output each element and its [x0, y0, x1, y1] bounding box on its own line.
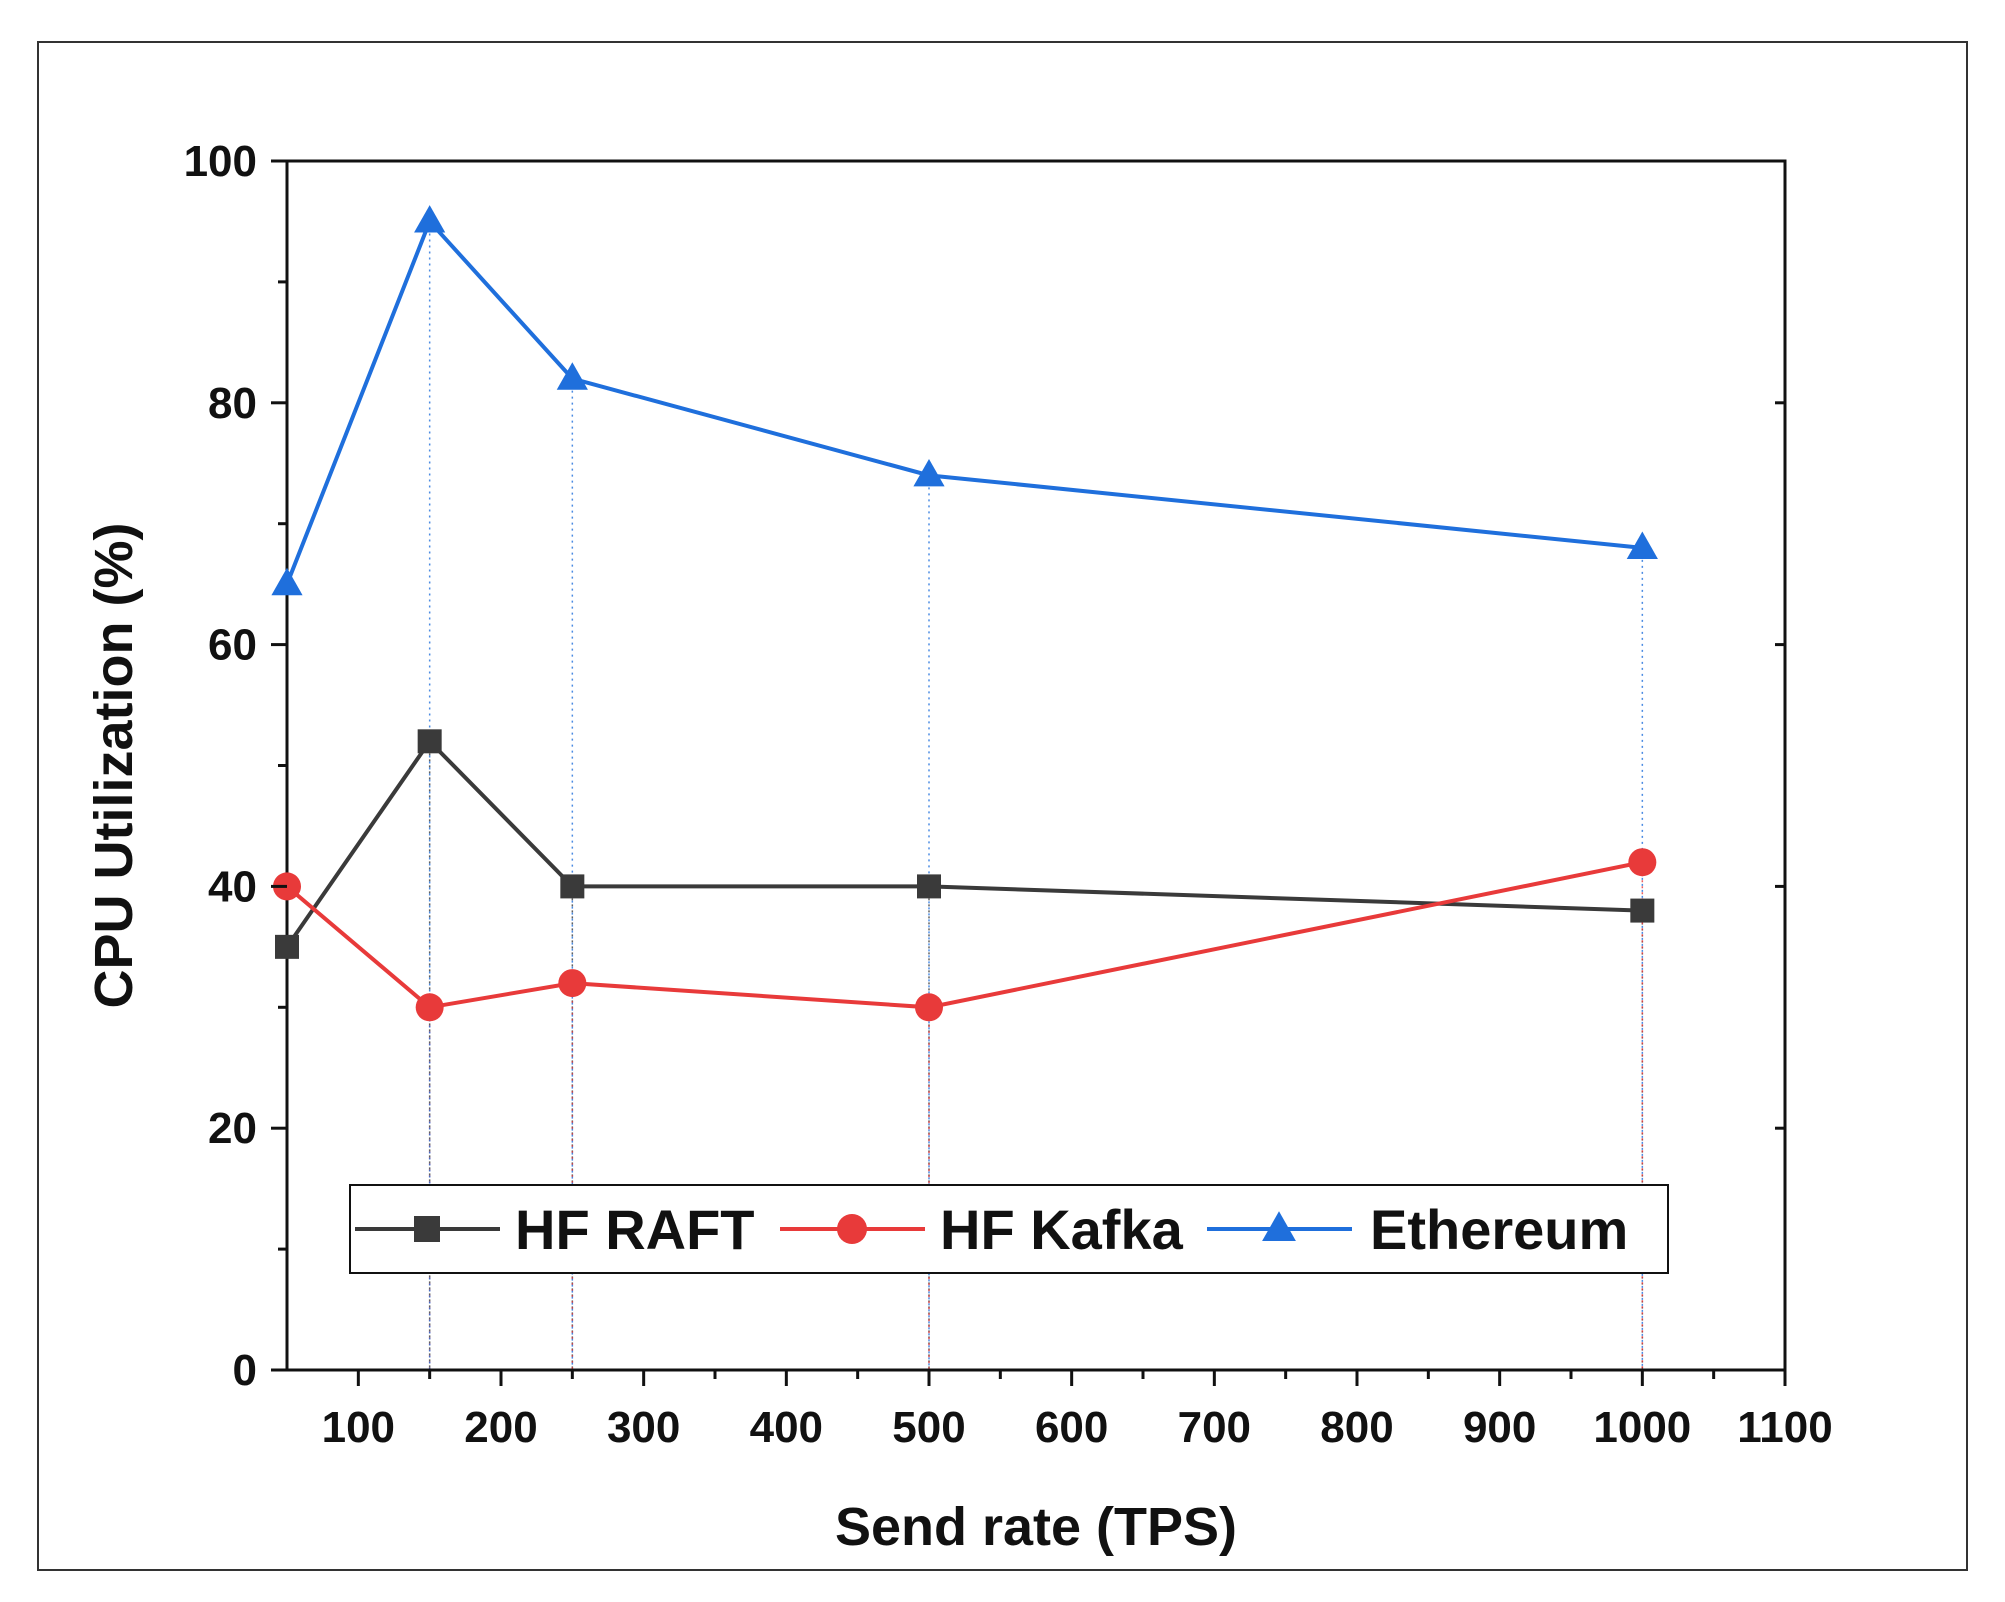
x-tick-label: 400	[750, 1403, 823, 1452]
y-axis-ticks: 0 20 40 60 80 100	[184, 137, 1785, 1395]
circle-marker	[837, 1214, 867, 1244]
series-layer	[271, 205, 1658, 1022]
y-tick-label: 20	[208, 1104, 257, 1153]
square-marker	[1630, 898, 1655, 923]
series-line	[285, 217, 1643, 585]
square-marker	[414, 1216, 440, 1242]
circle-marker	[415, 993, 444, 1022]
y-tick-label: 100	[184, 137, 257, 186]
x-tick-label: 700	[1178, 1403, 1251, 1452]
x-tick-label: 1000	[1593, 1403, 1691, 1452]
legend-box	[349, 1184, 1669, 1274]
x-axis-ticks: 100 200 300 400 500 600 700 800 900 1000 1100	[322, 1370, 1833, 1452]
x-tick-label: 800	[1320, 1403, 1393, 1452]
legend: HF RAFT HF Kafka Ethereum	[349, 1184, 1669, 1274]
y-axis-title: CPU Utilization (%)	[84, 523, 144, 1009]
legend-entry-ethereum: Ethereum	[1207, 1198, 1628, 1261]
circle-marker	[915, 993, 943, 1022]
legend-label: HF Kafka	[940, 1198, 1184, 1261]
legend-label: HF RAFT	[515, 1198, 755, 1261]
x-tick-label: 600	[1035, 1403, 1108, 1452]
square-marker	[917, 874, 941, 899]
y-tick-label: 40	[208, 862, 257, 911]
chart-frame	[37, 41, 1968, 1571]
triangle-marker	[1626, 531, 1658, 559]
circle-marker	[1628, 848, 1657, 877]
x-tick-label: 100	[322, 1403, 395, 1452]
triangle-marker	[1262, 1211, 1296, 1242]
series-hf-kafka	[273, 848, 1657, 1022]
square-marker	[560, 874, 585, 899]
x-tick-label: 500	[892, 1403, 965, 1452]
legend-entry-hf-raft: HF RAFT	[355, 1198, 755, 1261]
legend-label: Ethereum	[1370, 1198, 1628, 1261]
y-tick-label: 60	[208, 621, 257, 670]
square-marker	[417, 729, 442, 754]
triangle-marker	[414, 205, 446, 233]
legend-entry-hf-kafka: HF Kafka	[780, 1198, 1184, 1261]
x-axis-title: Send rate (TPS)	[835, 1497, 1237, 1557]
x-tick-label: 1100	[1737, 1403, 1832, 1452]
circle-marker	[558, 969, 587, 998]
y-tick-label: 80	[208, 379, 257, 428]
square-marker	[275, 934, 299, 959]
y-tick-label: 0	[233, 1346, 257, 1395]
series-hf-raft	[275, 729, 1655, 959]
triangle-marker	[271, 567, 303, 596]
series-line	[285, 860, 1643, 1010]
triangle-marker	[556, 362, 588, 390]
series-line	[285, 738, 1643, 948]
triangle-marker	[913, 458, 945, 487]
series-ethereum	[271, 205, 1658, 596]
x-tick-label: 900	[1463, 1403, 1536, 1452]
x-tick-label: 200	[464, 1403, 537, 1452]
x-tick-label: 300	[607, 1403, 680, 1452]
